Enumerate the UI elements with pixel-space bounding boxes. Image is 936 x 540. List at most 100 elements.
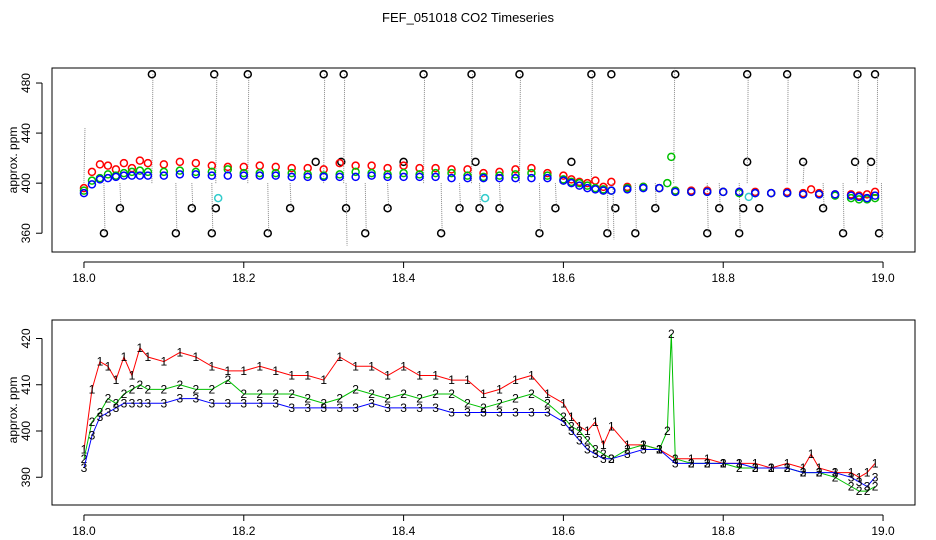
series-point-label: 1 <box>400 359 407 373</box>
spike-mark <box>471 74 474 184</box>
point-mark <box>607 70 616 79</box>
series-point-label: 1 <box>384 369 391 383</box>
series-point-label: 1 <box>320 373 327 387</box>
blue-point-mark <box>495 173 504 183</box>
green-point-mark <box>511 170 520 179</box>
spike-mark <box>479 183 482 209</box>
spike-mark <box>718 183 721 209</box>
green-point-mark <box>399 168 408 178</box>
point-mark <box>207 228 217 238</box>
green-point-mark <box>143 167 153 177</box>
series-point-label: 3 <box>97 410 104 424</box>
series-point-label: 2 <box>496 396 503 410</box>
series-point-label: 2 <box>736 461 743 475</box>
spike-mark <box>440 183 443 234</box>
spike-mark <box>538 183 541 234</box>
blue-point-mark <box>782 188 792 198</box>
red-point-mark <box>559 171 568 180</box>
series-point-label: 3 <box>161 396 168 410</box>
red-point-mark <box>175 157 185 167</box>
spike-mark <box>590 74 593 184</box>
blue-point-mark <box>303 172 312 182</box>
blue-point-mark <box>335 172 344 182</box>
blue-point-mark <box>854 192 864 202</box>
blue-point-mark <box>862 193 872 203</box>
series-point-label: 2 <box>137 378 144 392</box>
point-mark <box>467 70 476 79</box>
series-point-label: 3 <box>544 406 551 420</box>
spike-mark <box>119 183 122 209</box>
series-point-label: 1 <box>224 364 231 378</box>
series-point-label: 2 <box>113 396 120 410</box>
series-point-label: 3 <box>720 456 727 470</box>
spike-mark <box>423 74 426 184</box>
series-point-label: 2 <box>240 387 247 401</box>
red-point-mark <box>511 165 520 174</box>
point-mark <box>702 228 712 238</box>
series-point-label: 3 <box>448 406 455 420</box>
y-tick-label: 400 <box>19 421 33 441</box>
point-mark <box>535 228 544 238</box>
spike-mark <box>842 183 845 234</box>
series-point-label: 2 <box>416 392 423 406</box>
series-point-label: 2 <box>856 484 863 498</box>
red-point-mark <box>87 167 97 177</box>
point-mark <box>187 203 197 213</box>
red-point-mark <box>95 160 105 169</box>
series-point-label: 1 <box>688 452 695 466</box>
series-point-label: 1 <box>704 452 711 466</box>
series-point-label: 2 <box>81 452 88 466</box>
series-point-label: 1 <box>584 424 591 438</box>
point-mark <box>744 192 754 202</box>
spike-mark <box>459 183 462 209</box>
series-point-label: 3 <box>752 461 759 475</box>
green-point-mark <box>191 167 201 177</box>
series-point-label: 2 <box>97 406 104 420</box>
point-mark <box>419 70 428 79</box>
series-point-label: 3 <box>416 401 423 415</box>
point-mark <box>475 203 484 213</box>
red-point-mark <box>806 185 816 194</box>
series-point-label: 2 <box>848 480 855 494</box>
spike-mark <box>554 183 557 209</box>
blue-point-mark <box>599 186 608 195</box>
blue-point-mark <box>103 173 113 183</box>
blue-point-mark <box>655 183 664 193</box>
series-point-label: 1 <box>816 461 823 475</box>
series-point-label: 3 <box>208 396 215 410</box>
point-mark <box>515 70 524 79</box>
point-mark <box>480 193 490 203</box>
series-point-label: 1 <box>416 369 423 383</box>
spike-mark <box>746 74 749 184</box>
blue-point-mark <box>543 173 552 183</box>
series-point-label: 2 <box>352 382 359 396</box>
series-point-label: 3 <box>288 401 295 415</box>
green-point-mark <box>854 195 864 204</box>
series-point-label: 1 <box>560 396 567 410</box>
series-point-label: 2 <box>664 424 671 438</box>
point-mark <box>850 157 860 167</box>
series-point-label: 1 <box>352 359 359 373</box>
spike-mark <box>345 183 348 246</box>
series-point-label: 2 <box>208 382 215 396</box>
blue-point-mark <box>271 171 280 180</box>
series-line <box>83 346 876 478</box>
red-point-mark <box>862 190 872 199</box>
spike-mark <box>364 183 367 234</box>
series-point-label: 2 <box>624 443 631 457</box>
series-point-label: 1 <box>121 350 128 364</box>
x-tick-label: 19.0 <box>871 271 895 285</box>
series-point-label: 1 <box>864 466 871 480</box>
blue-point-mark <box>399 172 408 182</box>
green-point-mark <box>239 168 249 178</box>
series-point-label: 1 <box>288 369 295 383</box>
series-point-label: 3 <box>800 466 807 480</box>
x-tick-label: 18.2 <box>232 271 256 285</box>
blue-point-mark <box>119 171 129 180</box>
green-point-mark <box>575 178 584 188</box>
series-point-label: 3 <box>320 401 327 415</box>
red-point-mark <box>223 162 233 172</box>
series-point-label: 2 <box>576 424 583 438</box>
red-point-mark <box>159 160 169 169</box>
spike-mark <box>706 183 709 234</box>
